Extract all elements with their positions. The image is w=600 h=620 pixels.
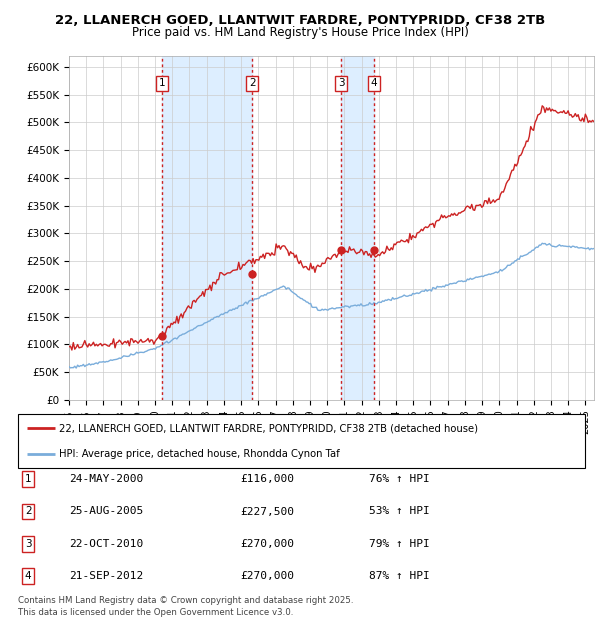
Text: 3: 3 <box>25 539 32 549</box>
Text: 4: 4 <box>25 571 32 581</box>
Text: 1: 1 <box>25 474 32 484</box>
Text: Contains HM Land Registry data © Crown copyright and database right 2025.
This d: Contains HM Land Registry data © Crown c… <box>18 596 353 617</box>
Text: 4: 4 <box>371 78 377 88</box>
Text: 76% ↑ HPI: 76% ↑ HPI <box>369 474 430 484</box>
Text: HPI: Average price, detached house, Rhondda Cynon Taf: HPI: Average price, detached house, Rhon… <box>59 450 340 459</box>
Text: 87% ↑ HPI: 87% ↑ HPI <box>369 571 430 581</box>
Text: 24-MAY-2000: 24-MAY-2000 <box>69 474 143 484</box>
Text: 79% ↑ HPI: 79% ↑ HPI <box>369 539 430 549</box>
Text: £116,000: £116,000 <box>240 474 294 484</box>
Text: 2: 2 <box>249 78 256 88</box>
Text: £270,000: £270,000 <box>240 539 294 549</box>
Text: 25-AUG-2005: 25-AUG-2005 <box>69 507 143 516</box>
Bar <box>162 56 253 400</box>
Text: 53% ↑ HPI: 53% ↑ HPI <box>369 507 430 516</box>
Text: Price paid vs. HM Land Registry's House Price Index (HPI): Price paid vs. HM Land Registry's House … <box>131 26 469 39</box>
Text: 22, LLANERCH GOED, LLANTWIT FARDRE, PONTYPRIDD, CF38 2TB: 22, LLANERCH GOED, LLANTWIT FARDRE, PONT… <box>55 14 545 27</box>
Bar <box>341 56 374 400</box>
Text: 21-SEP-2012: 21-SEP-2012 <box>69 571 143 581</box>
Text: £270,000: £270,000 <box>240 571 294 581</box>
Text: 22-OCT-2010: 22-OCT-2010 <box>69 539 143 549</box>
Text: 22, LLANERCH GOED, LLANTWIT FARDRE, PONTYPRIDD, CF38 2TB (detached house): 22, LLANERCH GOED, LLANTWIT FARDRE, PONT… <box>59 423 478 433</box>
Text: 3: 3 <box>338 78 344 88</box>
Text: 1: 1 <box>158 78 165 88</box>
Text: 2: 2 <box>25 507 32 516</box>
Text: £227,500: £227,500 <box>240 507 294 516</box>
